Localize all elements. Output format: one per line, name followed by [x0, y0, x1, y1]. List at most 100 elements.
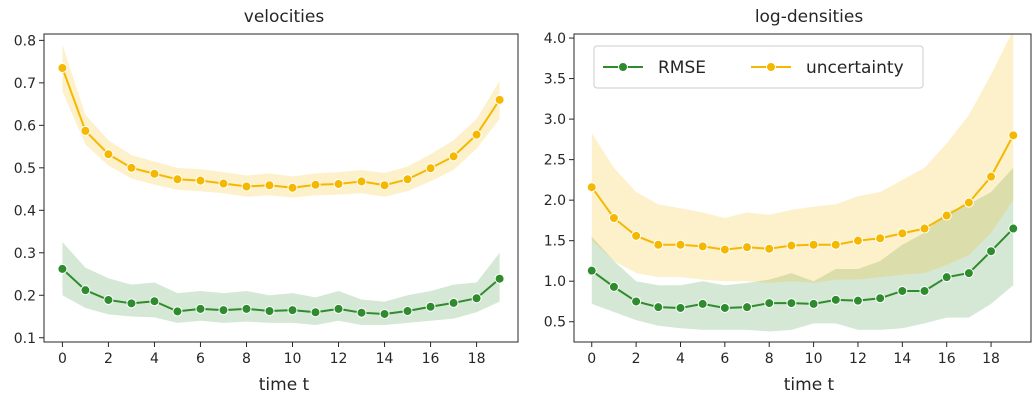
data-point — [379, 308, 390, 319]
panel-title: velocities — [244, 7, 325, 27]
data-point — [875, 293, 886, 304]
data-point — [402, 174, 413, 185]
data-point — [264, 305, 275, 316]
data-point — [287, 182, 298, 193]
confidence-band — [62, 44, 500, 198]
panel-title: log-densities — [755, 7, 864, 27]
data-point — [719, 302, 730, 313]
data-point — [764, 243, 775, 254]
data-point — [172, 174, 183, 185]
y-tick-label: 0.2 — [14, 288, 36, 304]
x-tick-label: 8 — [765, 351, 774, 367]
data-point — [379, 180, 390, 191]
y-tick-label: 4.0 — [544, 31, 566, 47]
data-point — [333, 303, 344, 314]
x-tick-label: 14 — [376, 351, 394, 367]
y-tick-label: 0.1 — [14, 331, 36, 347]
data-point — [195, 175, 206, 186]
y-ticks: 0.1 0.2 0.3 0.4 0.5 0.6 0.7 0.8 — [14, 33, 44, 347]
data-point — [1008, 130, 1019, 141]
y-tick-label: 0.6 — [14, 118, 36, 134]
data-point — [494, 94, 505, 105]
x-tick-label: 6 — [196, 351, 205, 367]
data-point — [808, 239, 819, 250]
data-point — [897, 228, 908, 239]
data-point — [808, 298, 819, 309]
x-tick-label: 18 — [468, 351, 486, 367]
data-point — [57, 263, 68, 274]
data-point — [875, 233, 886, 244]
legend: RMSE uncertainty — [593, 45, 924, 89]
y-tick-label: 0.7 — [14, 76, 36, 92]
y-tick-label: 1.0 — [544, 274, 566, 290]
data-point — [986, 171, 997, 182]
data-point — [149, 296, 160, 307]
axes-frame — [43, 33, 519, 343]
velocities-panel: velocities 0 2 4 6 8 10 12 14 16 18 0.10.20.30.40… — [14, 7, 519, 395]
points — [57, 62, 505, 319]
data-point — [631, 296, 642, 307]
data-point — [941, 272, 952, 283]
data-point — [80, 125, 91, 136]
data-point — [963, 197, 974, 208]
x-tick-label: 0 — [587, 351, 596, 367]
legend-uncertainty-label: uncertainty — [806, 58, 904, 78]
bands — [62, 44, 500, 326]
data-point — [448, 151, 459, 162]
y-tick-label: 2.5 — [544, 153, 566, 169]
x-tick-label: 14 — [893, 351, 911, 367]
data-point — [402, 305, 413, 316]
legend-rmse-label: RMSE — [658, 58, 706, 78]
data-point — [333, 178, 344, 189]
y-tick-label: 0.8 — [14, 33, 36, 49]
y-tick-label: 3.5 — [544, 72, 566, 88]
data-point — [149, 168, 160, 179]
x-tick-label: 2 — [632, 351, 641, 367]
data-point — [103, 149, 114, 160]
data-point — [786, 240, 797, 251]
data-point — [586, 265, 597, 276]
x-tick-label: 16 — [938, 351, 956, 367]
data-point — [356, 307, 367, 318]
data-point — [356, 176, 367, 187]
data-point — [941, 210, 952, 221]
data-point — [586, 182, 597, 193]
data-point — [653, 239, 664, 250]
x-tick-label: 12 — [849, 351, 867, 367]
y-tick-label: 1.5 — [544, 234, 566, 250]
data-point — [425, 301, 436, 312]
data-point — [919, 285, 930, 296]
data-point — [310, 307, 321, 318]
x-tick-label: 6 — [720, 351, 729, 367]
data-point — [764, 298, 775, 309]
data-point — [471, 293, 482, 304]
x-tick-label: 10 — [805, 351, 823, 367]
x-tick-label: 16 — [422, 351, 440, 367]
data-point — [218, 305, 229, 316]
x-tick-label: 12 — [330, 351, 348, 367]
y-tick-label: 3.0 — [544, 112, 566, 128]
data-point — [675, 239, 686, 250]
x-tick-label: 18 — [982, 351, 1000, 367]
data-point — [195, 303, 206, 314]
data-point — [986, 246, 997, 257]
data-point — [897, 285, 908, 296]
data-point — [1008, 223, 1019, 234]
y-tick-label: 2.0 — [544, 193, 566, 209]
log-densities-panel: log-densities 0 2 4 6 8 10 12 14 16 18 0.5 1.0 1.5 2… — [544, 7, 1032, 395]
y-tick-label: 0.5 — [14, 161, 36, 177]
data-point — [786, 298, 797, 309]
data-point — [172, 306, 183, 317]
points — [586, 130, 1019, 313]
y-tick-label: 0.4 — [14, 203, 36, 219]
y-tick-label: 0.3 — [14, 246, 36, 262]
x-tick-label: 8 — [242, 351, 251, 367]
data-point — [287, 305, 298, 316]
x-axis-label: time t — [784, 375, 835, 395]
x-ticks: 0 2 4 6 8 10 12 14 16 18 — [58, 342, 486, 367]
data-point — [425, 163, 436, 174]
x-tick-label: 2 — [104, 351, 113, 367]
data-point — [697, 241, 708, 252]
x-tick-label: 4 — [150, 351, 159, 367]
